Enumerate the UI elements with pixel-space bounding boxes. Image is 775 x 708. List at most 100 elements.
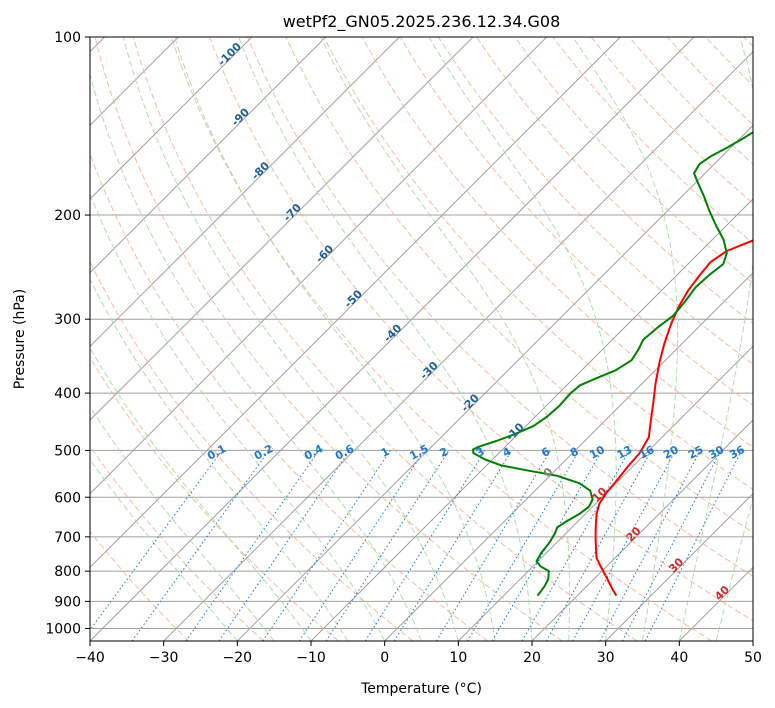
mixing-ratio-label: 2 — [438, 445, 451, 460]
isotherm — [531, 419, 753, 641]
isotherm — [163, 50, 753, 641]
dry-adiabat — [399, 37, 753, 407]
mixing-ratio-line — [521, 450, 630, 641]
y-tick-label: 1000 — [45, 621, 81, 637]
isotherm-label: -90 — [229, 105, 252, 128]
mixing-ratio-label: 30 — [707, 443, 727, 462]
mixing-ratio-label: 16 — [637, 443, 657, 462]
mixing-ratio-line — [218, 450, 351, 641]
moist-adiabat — [90, 405, 275, 641]
isotherm-label: -20 — [459, 391, 482, 414]
x-tick-label: −40 — [75, 650, 105, 666]
y-axis-label: Pressure (hPa) — [12, 289, 28, 389]
isotherm — [90, 37, 621, 569]
mixing-ratio-line — [185, 450, 320, 641]
mixing-ratio-line — [491, 450, 603, 641]
y-tick-label: 100 — [54, 30, 81, 46]
y-tick-label: 900 — [54, 594, 81, 610]
isotherm — [236, 124, 753, 641]
x-tick-label: 20 — [523, 650, 541, 666]
dry-adiabat — [743, 37, 753, 48]
mixing-ratio-line — [131, 450, 270, 641]
mixing-ratio-label: 25 — [686, 443, 706, 462]
x-axis-label: Temperature (°C) — [360, 681, 482, 697]
isotherm-label: -40 — [381, 321, 404, 344]
mixing-ratio-label: 0.1 — [205, 442, 228, 463]
mixing-ratio-line — [262, 450, 391, 641]
mixing-ratio-line — [435, 450, 552, 641]
dry-adiabat — [209, 37, 753, 622]
mixing-ratio-label: 10 — [587, 443, 607, 462]
x-tick-label: 0 — [380, 650, 389, 666]
axes: −40 −30 −20 −10 0 10 20 30 40 5010020030040050060… — [45, 30, 762, 666]
mixing-ratio-label: 3 — [474, 445, 487, 460]
dry-adiabat — [514, 37, 753, 284]
moist-adiabat — [90, 458, 238, 641]
moist-adiabat — [174, 37, 496, 641]
dry-adiabat — [705, 37, 753, 87]
isotherm — [678, 566, 753, 641]
moist-adiabat — [428, 37, 617, 641]
isotherm-label: -10 — [503, 420, 526, 443]
mixing-ratio-label: 36 — [727, 443, 747, 462]
dry-adiabat — [94, 37, 563, 641]
dry-adiabat — [285, 37, 753, 534]
dry-adiabat — [90, 445, 264, 641]
isotherm-label: -100 — [215, 40, 244, 69]
dry-adiabat — [170, 37, 712, 641]
dry-adiabat — [90, 152, 488, 641]
moist-adiabat-label: 40 — [712, 583, 732, 603]
mixing-ratio-label: 13 — [615, 443, 635, 462]
moist-adiabat — [238, 37, 533, 641]
moist-adiabat — [90, 72, 422, 641]
moist-adiabat — [572, 37, 679, 641]
temperature-line — [594, 239, 753, 597]
y-tick-label: 700 — [54, 530, 81, 546]
moist-adiabat — [90, 278, 349, 641]
isotherm — [90, 37, 548, 495]
dry-adiabat — [132, 37, 638, 641]
dry-adiabat — [437, 37, 753, 365]
dewpoint-line — [472, 131, 753, 597]
dry-adiabat — [590, 37, 753, 205]
x-tick-label: 40 — [670, 650, 688, 666]
moist-adiabat-label: 30 — [666, 555, 686, 575]
dry-adiabat — [90, 530, 190, 641]
isotherm-label: -60 — [313, 242, 336, 265]
mixing-ratio-label: 0.6 — [333, 442, 357, 463]
dry-adiabat — [667, 37, 753, 126]
moist-adiabat — [90, 192, 386, 641]
mixing-ratio-line — [325, 450, 450, 641]
mixing-ratio-line — [90, 450, 223, 631]
x-tick-label: 50 — [744, 650, 762, 666]
mixing-ratio-line — [467, 450, 580, 641]
mixing-ratio-line — [545, 450, 652, 641]
isotherm — [384, 271, 753, 641]
moist-adiabat — [715, 496, 753, 641]
isotherm-label: -70 — [281, 201, 304, 224]
isotherm — [90, 37, 474, 421]
dry-adiabat — [247, 37, 753, 577]
chart-title: wetPf2_GN05.2025.236.12.34.G08 — [283, 12, 561, 32]
mixing-ratio-label: 6 — [539, 445, 552, 460]
mixing-ratio-line — [393, 450, 513, 641]
moist-adiabat — [678, 37, 753, 641]
y-tick-label: 500 — [54, 443, 81, 459]
mixing-ratio-label: 1.5 — [407, 442, 430, 463]
isotherm — [90, 37, 327, 274]
mixing-ratio-label: 1 — [379, 445, 392, 460]
dry-adiabat — [90, 356, 339, 641]
isotherm — [90, 37, 253, 200]
y-tick-label: 300 — [54, 312, 81, 328]
isotherm — [605, 492, 753, 641]
y-tick-label: 400 — [54, 386, 81, 402]
isotherm — [457, 345, 753, 641]
x-tick-label: 30 — [597, 650, 615, 666]
y-tick-label: 200 — [54, 208, 81, 224]
mixing-ratio-label: 0.4 — [302, 442, 326, 463]
isotherm — [752, 640, 753, 641]
y-tick-label: 600 — [54, 490, 81, 506]
mixing-ratio-line — [364, 450, 486, 641]
dry-adiabat — [90, 260, 414, 641]
